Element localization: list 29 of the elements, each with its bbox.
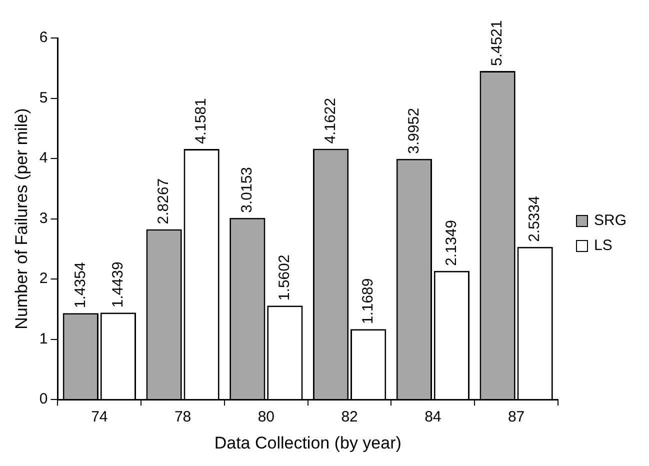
y-tick-label: 1 bbox=[39, 330, 48, 348]
x-tick-label: 82 bbox=[341, 408, 358, 426]
data-label: 2.8267 bbox=[155, 178, 172, 224]
data-label: 1.4354 bbox=[72, 262, 89, 308]
data-label: 3.9952 bbox=[405, 108, 422, 154]
data-label: 1.4439 bbox=[109, 262, 126, 308]
y-tick-label: 4 bbox=[39, 150, 48, 167]
data-label: 2.1349 bbox=[442, 220, 460, 266]
y-tick-label: 2 bbox=[39, 270, 48, 288]
x-tick-label: 84 bbox=[424, 408, 442, 426]
x-tick-label: 87 bbox=[508, 408, 525, 426]
y-tick-label: 5 bbox=[39, 89, 48, 106]
data-label: 4.1581 bbox=[192, 98, 210, 144]
y-tick-label: 0 bbox=[39, 390, 48, 408]
data-label: 2.5334 bbox=[526, 196, 544, 242]
x-tick-label: 80 bbox=[258, 408, 275, 426]
text: LS bbox=[594, 237, 612, 254]
data-label: 3.0153 bbox=[238, 166, 256, 213]
y-tick-label: 3 bbox=[39, 210, 48, 227]
data-label: 1.1689 bbox=[359, 278, 376, 324]
data-label: 5.4521 bbox=[488, 20, 506, 66]
y-axis-title: Number of Failures (per mile) bbox=[12, 108, 31, 330]
x-tick-label: 78 bbox=[174, 408, 192, 426]
x-axis-title: Data Collection (by year) bbox=[214, 433, 402, 452]
data-label: 4.1622 bbox=[322, 98, 339, 144]
data-label: 1.5602 bbox=[276, 254, 294, 301]
y-tick-label: 6 bbox=[39, 29, 48, 46]
x-tick-label: 74 bbox=[91, 408, 108, 426]
legend-label: SRG bbox=[594, 212, 627, 229]
